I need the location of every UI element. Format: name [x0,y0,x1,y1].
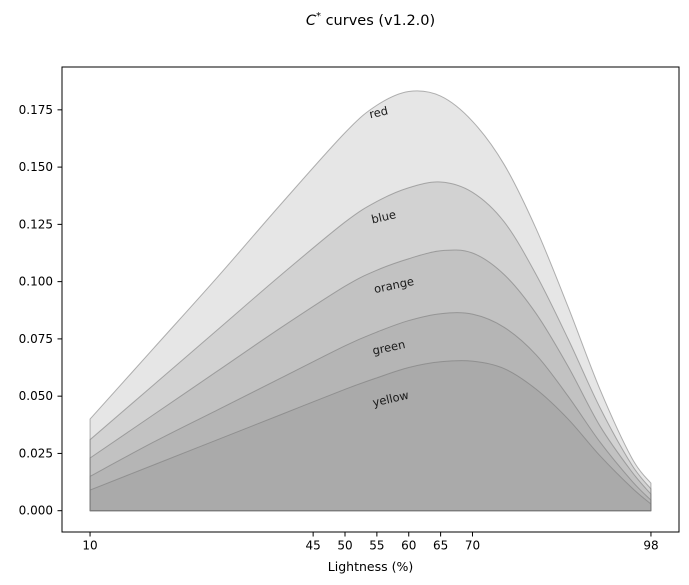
x-tick-label: 10 [82,539,97,553]
x-tick-label: 65 [433,539,448,553]
y-tick-label: 0.050 [19,389,53,403]
x-tick-label: 55 [369,539,384,553]
area-blue [89,181,652,512]
series-label-red: red [368,103,390,121]
area-yellow [89,360,652,512]
y-tick-label: 0.150 [19,160,53,174]
series-label-blue: blue [370,207,397,226]
y-tick-label: 0.125 [19,217,53,231]
x-tick-label: 45 [305,539,320,553]
title-text: curves (v1.2.0) [320,12,436,29]
series-label-green: green [371,337,406,358]
x-tick-label: 60 [401,539,416,553]
title-math-variable: C [305,12,316,29]
x-tick-label: 98 [643,539,658,553]
plot-area [61,66,680,533]
x-axis-label: Lightness (%) [328,559,413,574]
y-tick-label: 0.100 [19,275,53,289]
y-tick-label: 0.075 [19,332,53,346]
area-green [89,312,652,512]
y-tick-label: 0.025 [19,446,53,460]
area-red [89,90,652,512]
y-tick-label: 0.175 [19,103,53,117]
chart-title: C* curves (v1.2.0) [62,11,679,29]
title-superscript: * [315,11,321,22]
x-tick-label: 50 [337,539,352,553]
x-tick-label: 70 [465,539,480,553]
y-tick-label: 0.000 [19,504,53,518]
